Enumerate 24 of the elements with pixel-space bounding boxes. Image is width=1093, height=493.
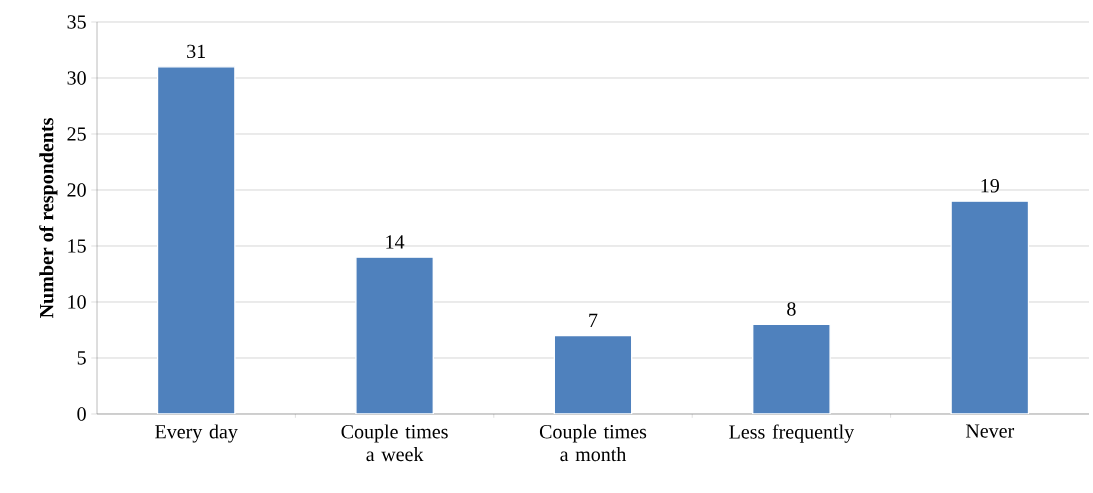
x-tick-label: Never	[965, 424, 1015, 438]
bar	[156, 66, 236, 414]
bar	[355, 256, 434, 414]
data-label: 31	[187, 44, 205, 59]
x-tick-label: Couple times a month	[539, 424, 647, 462]
y-tick-label: 25	[67, 127, 86, 141]
bar	[752, 323, 831, 414]
y-tick-label: 30	[67, 71, 86, 85]
y-axis-title: Number of respondents	[39, 118, 58, 318]
data-label: 19	[981, 179, 999, 193]
y-tick-label: 35	[67, 15, 86, 29]
bar	[950, 200, 1030, 414]
data-label: 7	[589, 313, 598, 327]
y-tick-label: 15	[68, 239, 86, 253]
y-tick-label: 10	[68, 295, 86, 309]
y-tick-label: 5	[77, 351, 86, 365]
x-tick-label: Less frequently	[729, 424, 855, 443]
y-tick-label: 20	[67, 183, 86, 197]
x-tick-label: Couple times a week	[341, 424, 448, 462]
bar	[553, 334, 633, 414]
x-tick-label: Every day	[155, 424, 238, 443]
y-tick-label: 0	[77, 407, 86, 421]
data-label: 8	[787, 302, 796, 316]
data-label: 14	[386, 235, 405, 249]
